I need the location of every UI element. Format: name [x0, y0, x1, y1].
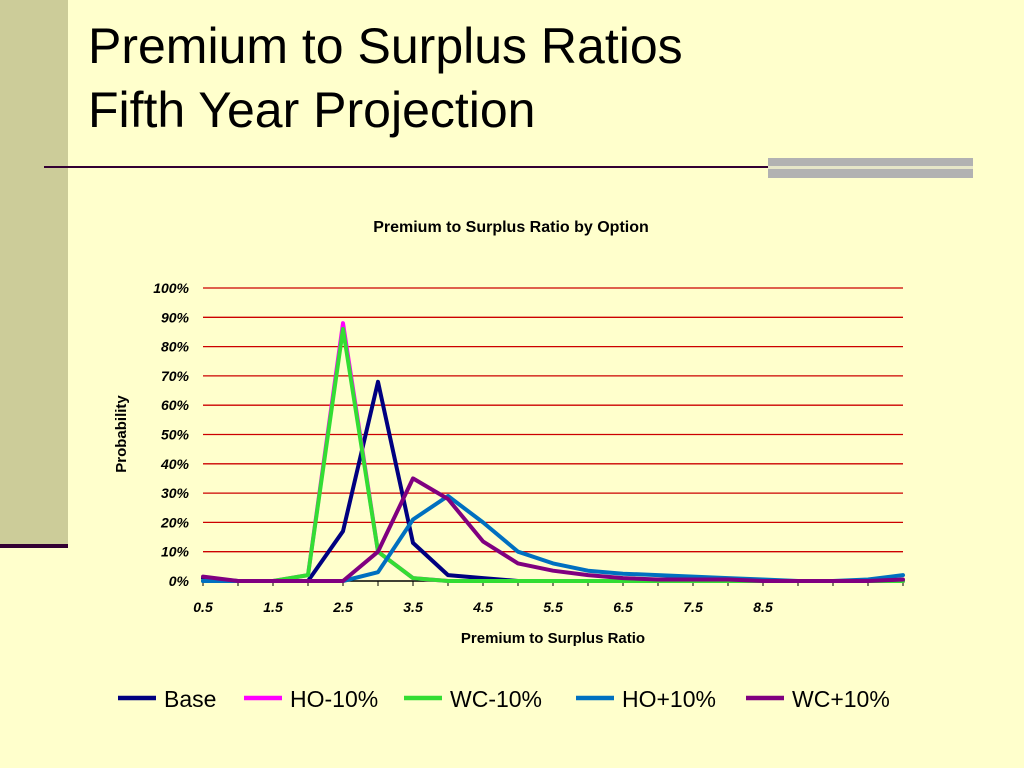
x-tick-label: 1.5 [263, 599, 283, 615]
y-tick-label: 80% [161, 339, 190, 355]
gridlines [203, 287, 903, 553]
x-tick-label: 8.5 [753, 599, 773, 615]
y-tick-label: 70% [161, 368, 190, 384]
y-tick-label: 60% [161, 397, 190, 413]
x-tick-label: 4.5 [472, 599, 493, 615]
chart-title: Premium to Surplus Ratio by Option [373, 219, 649, 236]
x-tick-label: 2.5 [332, 599, 353, 615]
series-line-wcplus10pct [201, 476, 905, 583]
x-tick-label: 6.5 [613, 599, 633, 615]
title-divider [44, 166, 768, 168]
slide-title: Premium to Surplus Ratios Fifth Year Pro… [88, 14, 683, 142]
legend-label-wcplus10pct: WC+10% [792, 686, 890, 712]
title-accent-bar [768, 158, 973, 178]
slide-title-line1: Premium to Surplus Ratios [88, 18, 683, 74]
side-rule [0, 544, 68, 548]
legend-label-hoplus10pct: HO+10% [622, 686, 716, 712]
series-line-hominus10pct [201, 321, 905, 583]
legend-label-hominus10pct: HO-10% [290, 686, 378, 712]
x-axis-label: Premium to Surplus Ratio [461, 630, 645, 647]
series-lines [201, 321, 905, 583]
legend-label-base: Base [164, 686, 216, 712]
y-tick-label: 0% [169, 573, 190, 589]
series-line-wcminus10pct [201, 327, 905, 583]
y-tick-label: 40% [160, 456, 190, 472]
x-tick-label: 3.5 [403, 599, 423, 615]
y-tick-label: 20% [160, 514, 190, 530]
side-band [0, 0, 68, 545]
y-axis-label: Probability [113, 395, 130, 473]
y-tick-label: 100% [153, 280, 189, 296]
legend: Base HO-10% WC-10% HO+10% WC+10% [118, 686, 890, 712]
legend-label-wcminus10pct: WC-10% [450, 686, 542, 712]
y-tick-label: 10% [161, 544, 190, 560]
y-tick-label: 30% [161, 485, 190, 501]
y-tick-label: 90% [161, 309, 190, 325]
x-tick-label: 7.5 [683, 599, 703, 615]
x-tick-label: 5.5 [543, 599, 563, 615]
y-tick-label: 50% [161, 427, 190, 443]
x-tick-label: 0.5 [193, 599, 213, 615]
slide-title-line2: Fifth Year Projection [88, 82, 536, 138]
